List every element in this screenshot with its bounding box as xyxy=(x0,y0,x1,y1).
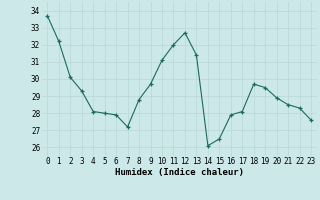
X-axis label: Humidex (Indice chaleur): Humidex (Indice chaleur) xyxy=(115,168,244,177)
